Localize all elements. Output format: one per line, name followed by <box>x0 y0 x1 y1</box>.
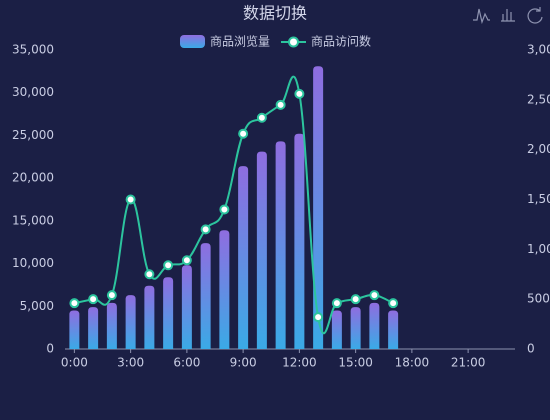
y-tick-label: 10,000 <box>12 256 54 270</box>
chart-title: 数据切换 <box>243 4 307 23</box>
bar <box>256 151 267 349</box>
line-point <box>350 294 361 305</box>
bar <box>294 133 305 349</box>
bar <box>388 310 399 349</box>
bar-icon[interactable] <box>501 9 515 22</box>
y2-tick-label: 1,500 <box>527 192 550 206</box>
x-tick-label: 12:00 <box>282 356 317 370</box>
bar <box>313 66 324 349</box>
y-tick-label: 20,000 <box>12 171 54 185</box>
bar <box>181 265 192 349</box>
y2-tick-label: 1,000 <box>527 242 550 256</box>
line-point <box>106 290 117 301</box>
y2-tick-label: 500 <box>527 292 550 306</box>
y2-tick-label: 0 <box>527 342 535 356</box>
line-point <box>88 294 99 305</box>
bar <box>144 285 155 349</box>
line-icon[interactable] <box>473 8 490 25</box>
line-point <box>388 298 399 309</box>
line-point <box>163 260 174 271</box>
legend-line-point <box>288 36 299 48</box>
y-tick-label: 30,000 <box>12 85 54 99</box>
bar <box>219 230 230 349</box>
y2-tick-label: 2,000 <box>527 142 550 156</box>
line-point <box>69 298 80 309</box>
y-tick-label: 5,000 <box>20 299 54 313</box>
bar <box>350 307 361 349</box>
x-tick-label: 18:00 <box>395 356 430 370</box>
bar <box>88 307 99 349</box>
bar <box>125 295 136 349</box>
x-tick-label: 6:00 <box>173 356 200 370</box>
x-tick-label: 15:00 <box>338 356 373 370</box>
bar <box>69 310 80 349</box>
bar <box>200 243 211 349</box>
legend-bar-swatch <box>180 35 205 48</box>
x-tick-label: 21:00 <box>451 356 486 370</box>
line <box>74 75 394 335</box>
line-point <box>256 112 267 123</box>
bar <box>238 166 249 349</box>
line-point <box>313 312 324 323</box>
bar <box>163 277 174 349</box>
y-tick-label: 15,000 <box>12 213 54 227</box>
toolbox[interactable] <box>473 7 543 25</box>
x-tick-label: 9:00 <box>230 356 257 370</box>
line-point <box>275 99 286 110</box>
line-point <box>369 290 380 301</box>
bar <box>331 310 342 349</box>
restore-icon[interactable] <box>527 7 543 24</box>
line-point <box>219 204 230 215</box>
y2-tick-label: 2,500 <box>527 92 550 106</box>
line-point <box>331 298 342 309</box>
line-point <box>144 269 155 280</box>
y-tick-label: 25,000 <box>12 128 54 142</box>
bar <box>275 141 286 349</box>
line-point <box>294 88 305 99</box>
bar <box>369 302 380 349</box>
bar <box>106 302 117 349</box>
legend-label: 商品浏览量 <box>210 34 270 49</box>
legend-label: 商品访问数 <box>311 34 371 49</box>
x-tick-label: 0:00 <box>61 356 88 370</box>
y-tick-label: 35,000 <box>12 43 54 57</box>
line-point <box>238 128 249 139</box>
x-tick-label: 3:00 <box>117 356 144 370</box>
y2-tick-label: 3,000 <box>527 43 550 57</box>
y-tick-label: 0 <box>46 342 54 356</box>
line-point <box>181 255 192 266</box>
line-point <box>125 194 136 205</box>
line-point <box>200 224 211 235</box>
